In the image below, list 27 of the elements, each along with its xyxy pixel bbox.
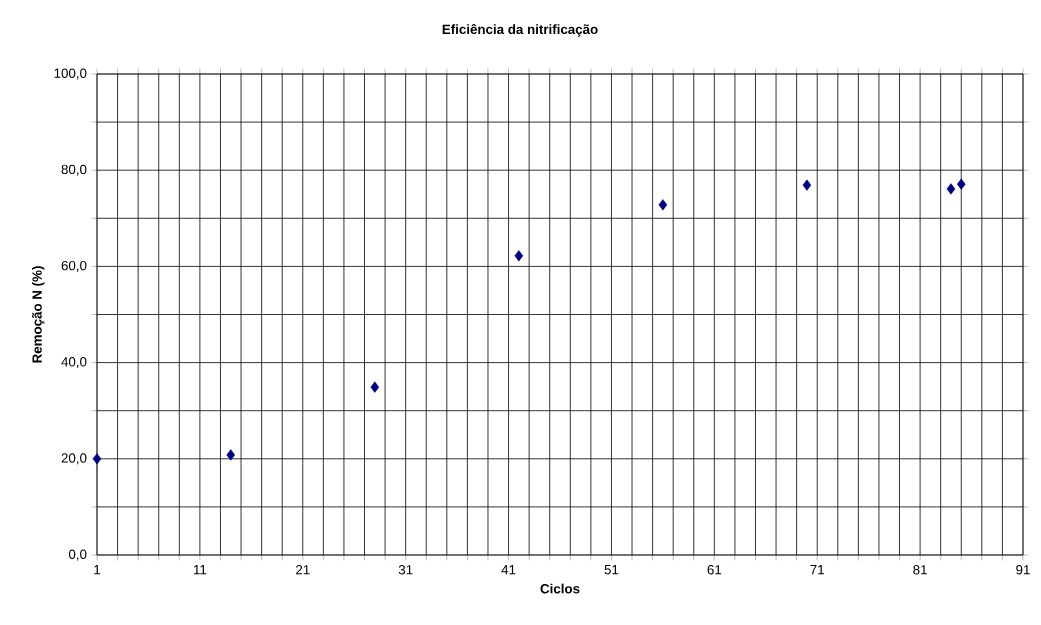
x-tick-label: 11: [194, 565, 207, 575]
point: [802, 179, 812, 191]
y-tick-label: 0,0: [68, 549, 87, 561]
x-tick-label: 1: [94, 565, 101, 575]
point: [226, 449, 236, 461]
x-tick-label: 41: [501, 565, 516, 575]
y-tick-label: 20,0: [61, 453, 87, 465]
y-tick-label: 80,0: [61, 164, 87, 176]
x-tick-label: 81: [913, 565, 927, 575]
x-tick-label: 51: [604, 565, 619, 575]
chart-title: Eficiência da nitrificação: [442, 23, 598, 37]
point: [92, 453, 102, 465]
x-tick-label: 71: [810, 565, 824, 575]
point: [946, 183, 956, 195]
x-tick-label: 31: [398, 565, 413, 575]
point: [514, 250, 524, 262]
x-tick-label: 91: [1016, 565, 1030, 575]
x-axis-title: Ciclos: [540, 583, 580, 594]
y-tick-label: 40,0: [61, 357, 87, 369]
point: [956, 178, 966, 190]
y-tick-label: 100,0: [54, 68, 87, 80]
x-tick-label: 61: [707, 565, 722, 575]
point: [370, 381, 380, 393]
y-tick-label: 60,0: [61, 260, 87, 272]
point: [658, 199, 668, 211]
x-tick-label: 21: [296, 565, 310, 575]
y-axis-title: Remoção N (%): [32, 266, 45, 363]
